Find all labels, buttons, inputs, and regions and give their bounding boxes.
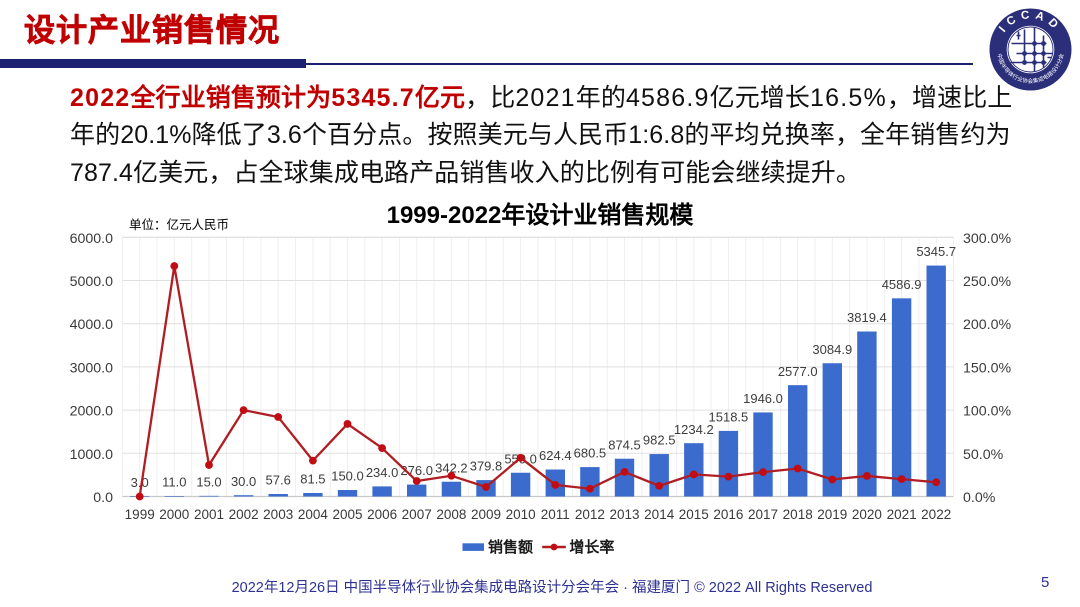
svg-text:50.0%: 50.0% bbox=[963, 447, 1004, 463]
svg-text:300.0%: 300.0% bbox=[963, 231, 1012, 247]
svg-text:150.0: 150.0 bbox=[331, 469, 364, 484]
svg-text:4586.9: 4586.9 bbox=[882, 277, 922, 292]
svg-text:2009: 2009 bbox=[471, 507, 501, 522]
svg-text:单位：亿元人民币: 单位：亿元人民币 bbox=[129, 217, 229, 232]
svg-text:342.2: 342.2 bbox=[435, 460, 468, 475]
svg-text:2004: 2004 bbox=[298, 507, 329, 522]
svg-text:250.0%: 250.0% bbox=[963, 274, 1012, 290]
svg-text:3084.9: 3084.9 bbox=[812, 342, 852, 357]
svg-text:2017: 2017 bbox=[748, 507, 778, 522]
svg-text:1518.5: 1518.5 bbox=[709, 410, 749, 425]
svg-text:2015: 2015 bbox=[679, 507, 709, 522]
svg-text:874.5: 874.5 bbox=[608, 437, 641, 452]
svg-text:81.5: 81.5 bbox=[300, 472, 325, 487]
svg-text:1000.0: 1000.0 bbox=[70, 447, 114, 463]
svg-text:0.0%: 0.0% bbox=[963, 490, 996, 506]
svg-text:2012: 2012 bbox=[575, 507, 605, 522]
svg-text:680.5: 680.5 bbox=[574, 446, 607, 461]
svg-text:2000.0: 2000.0 bbox=[70, 404, 114, 420]
svg-text:1999-2022年设计业销售规模: 1999-2022年设计业销售规模 bbox=[387, 201, 695, 229]
svg-text:2016: 2016 bbox=[713, 507, 743, 522]
svg-text:2021: 2021 bbox=[887, 507, 917, 522]
svg-text:11.0: 11.0 bbox=[162, 475, 186, 490]
svg-text:2001: 2001 bbox=[194, 507, 224, 522]
svg-text:4000.0: 4000.0 bbox=[70, 317, 114, 333]
svg-text:2002: 2002 bbox=[229, 507, 259, 522]
svg-text:200.0%: 200.0% bbox=[963, 317, 1012, 333]
svg-text:57.6: 57.6 bbox=[266, 473, 291, 488]
svg-text:15.0: 15.0 bbox=[196, 475, 221, 490]
svg-text:2008: 2008 bbox=[436, 507, 466, 522]
svg-text:增长率: 增长率 bbox=[569, 538, 614, 556]
svg-text:2003: 2003 bbox=[263, 507, 293, 522]
svg-text:2006: 2006 bbox=[367, 507, 397, 522]
svg-text:2010: 2010 bbox=[506, 507, 536, 522]
svg-text:1234.2: 1234.2 bbox=[674, 422, 714, 437]
svg-text:3.0: 3.0 bbox=[131, 475, 149, 490]
svg-text:2005: 2005 bbox=[332, 507, 362, 522]
svg-text:100.0%: 100.0% bbox=[963, 404, 1012, 420]
svg-text:2020: 2020 bbox=[852, 507, 882, 522]
svg-text:销售额: 销售额 bbox=[488, 538, 533, 556]
svg-text:1946.0: 1946.0 bbox=[743, 391, 783, 406]
svg-text:234.0: 234.0 bbox=[366, 465, 399, 480]
svg-text:1999: 1999 bbox=[125, 507, 155, 522]
svg-text:624.4: 624.4 bbox=[539, 448, 572, 463]
svg-text:2013: 2013 bbox=[609, 507, 639, 522]
svg-text:982.5: 982.5 bbox=[643, 433, 676, 448]
svg-text:2014: 2014 bbox=[644, 507, 675, 522]
svg-text:2022: 2022 bbox=[921, 507, 951, 522]
svg-text:150.0%: 150.0% bbox=[963, 360, 1012, 376]
svg-text:5345.7: 5345.7 bbox=[916, 244, 956, 259]
svg-text:3819.4: 3819.4 bbox=[847, 310, 887, 325]
svg-text:2019: 2019 bbox=[817, 507, 847, 522]
svg-text:30.0: 30.0 bbox=[231, 474, 256, 489]
svg-text:3000.0: 3000.0 bbox=[70, 360, 114, 376]
svg-text:2000: 2000 bbox=[159, 507, 189, 522]
svg-text:2018: 2018 bbox=[783, 507, 813, 522]
svg-text:2011: 2011 bbox=[541, 507, 570, 522]
svg-text:2577.0: 2577.0 bbox=[778, 364, 818, 379]
svg-text:6000.0: 6000.0 bbox=[70, 231, 114, 247]
svg-text:0.0: 0.0 bbox=[93, 490, 113, 506]
svg-text:379.8: 379.8 bbox=[470, 459, 503, 474]
svg-text:5000.0: 5000.0 bbox=[70, 274, 114, 290]
svg-text:2007: 2007 bbox=[402, 507, 432, 522]
